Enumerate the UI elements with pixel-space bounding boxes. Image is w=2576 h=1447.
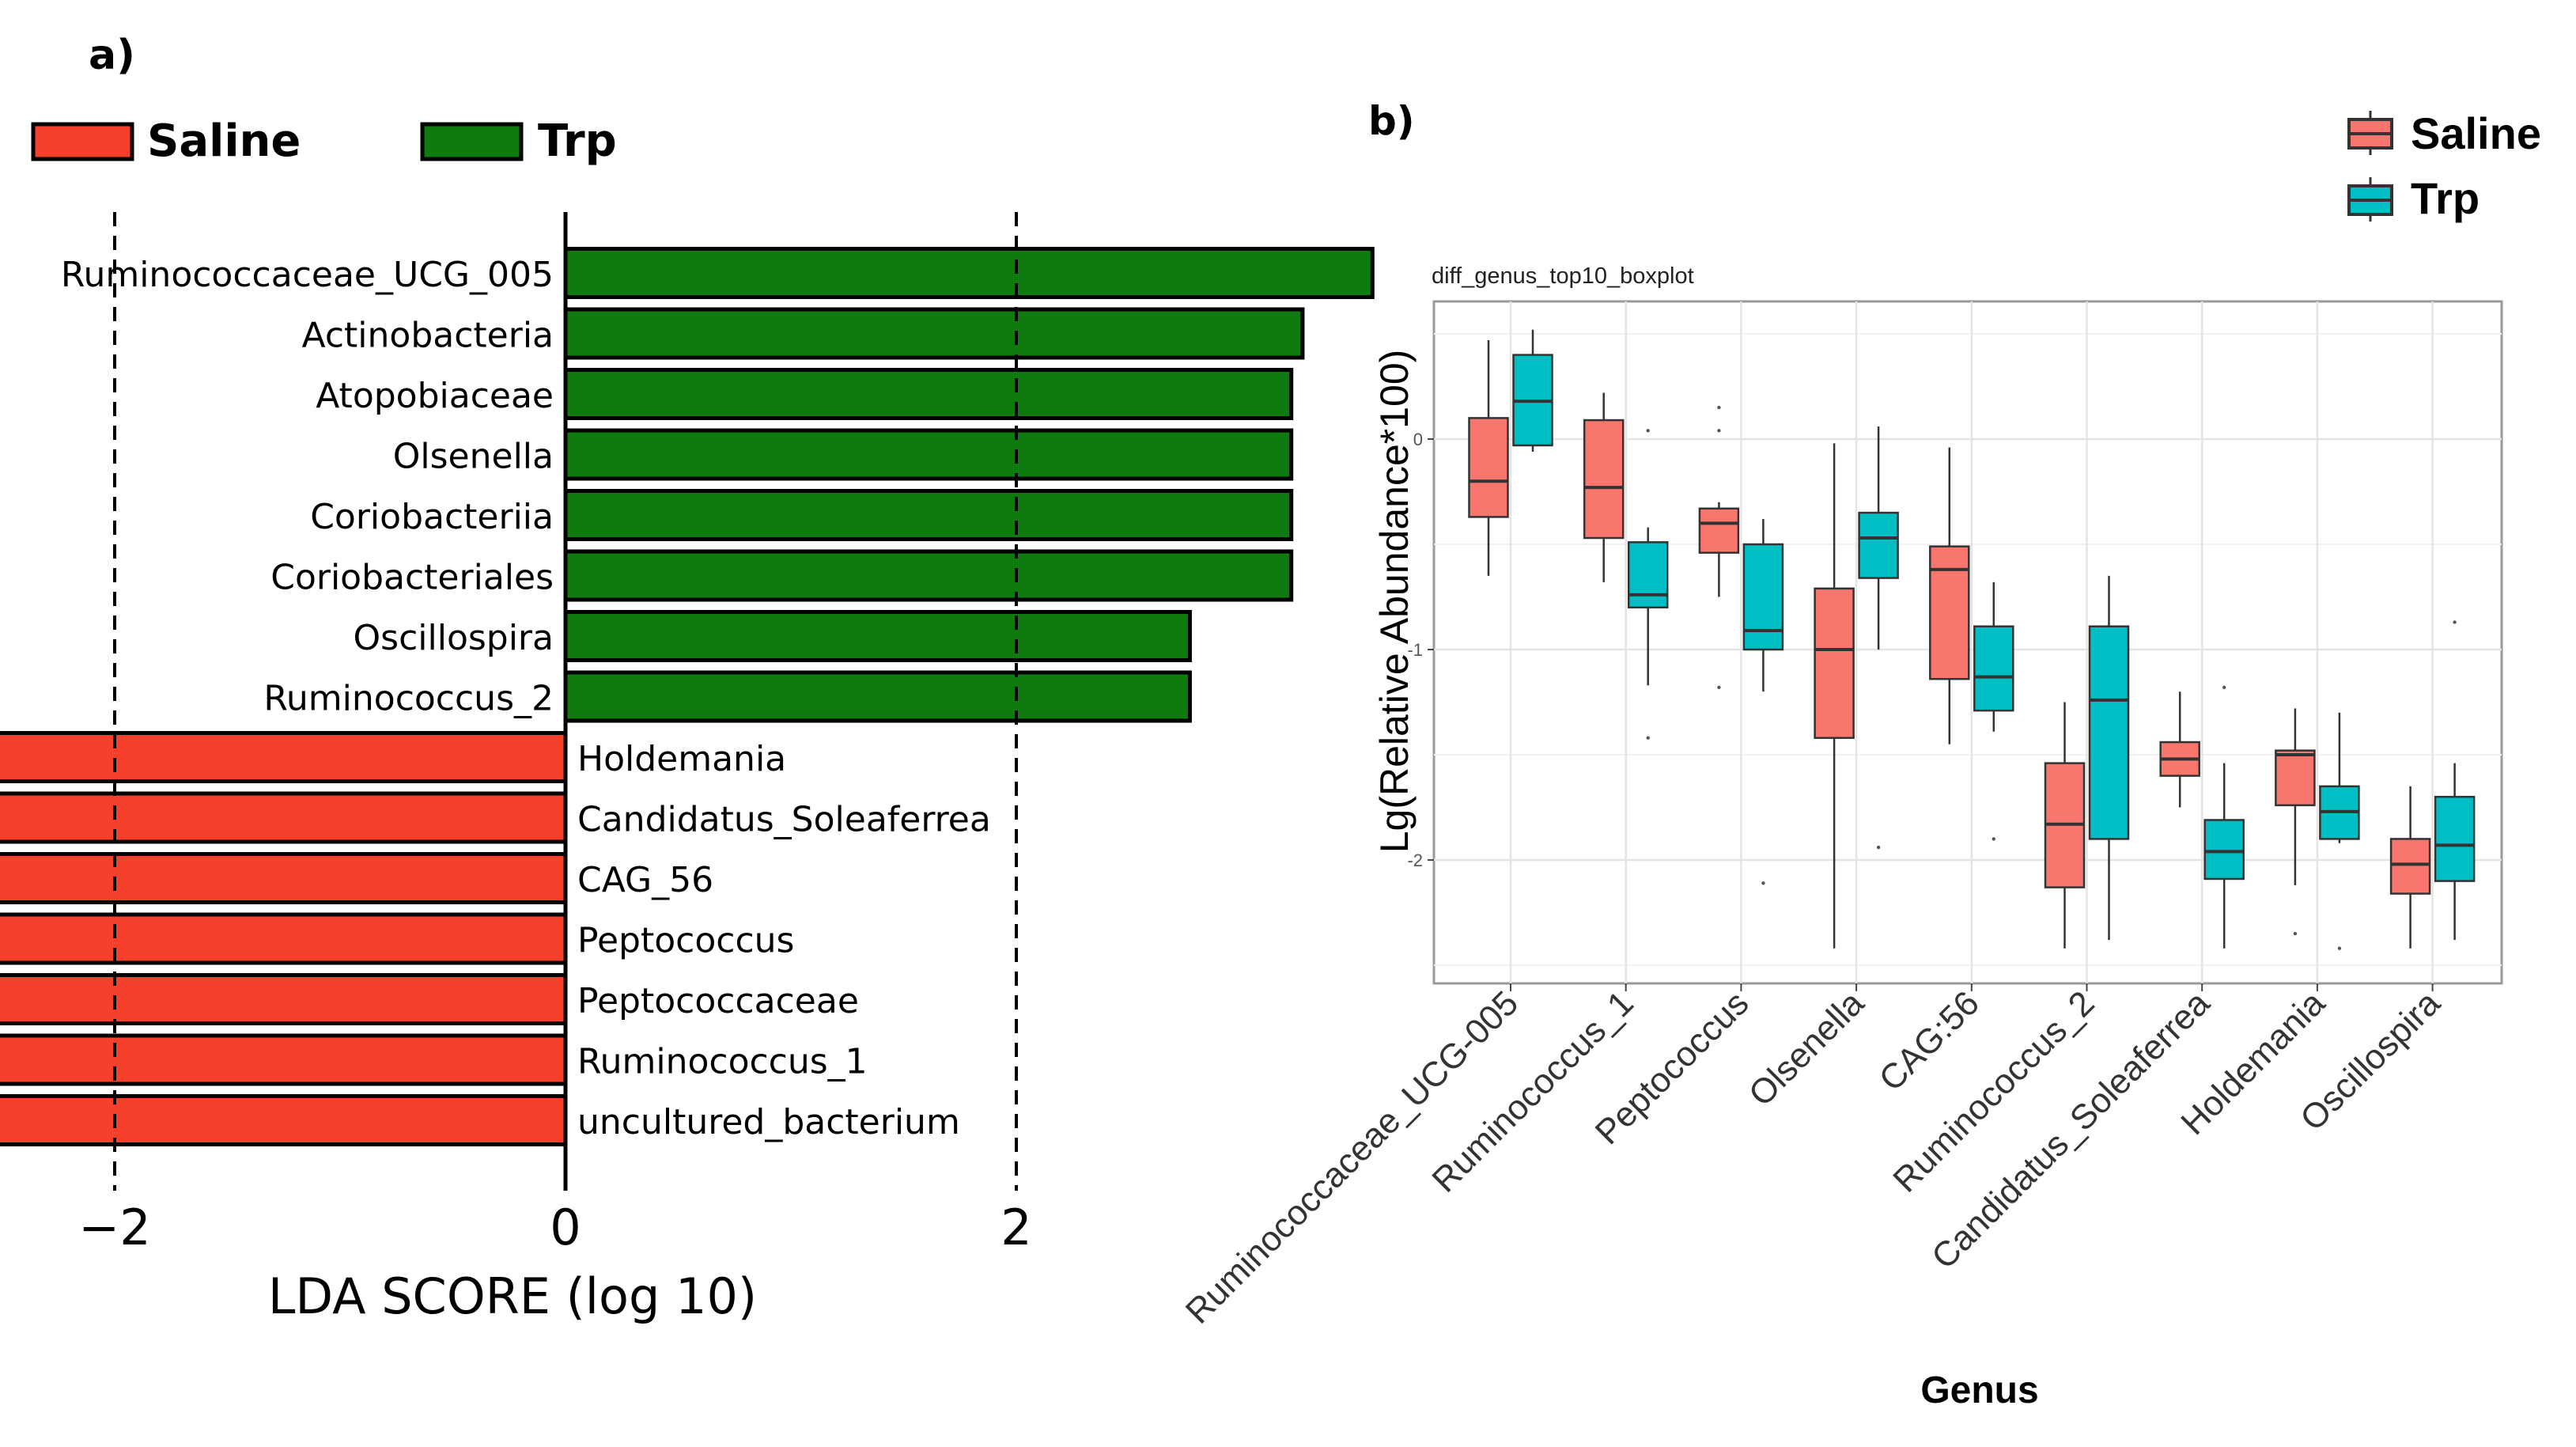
lda-category-label-ruminococcus-2: Ruminococcus_2: [263, 679, 554, 719]
box-saline-peptococcus: [1698, 507, 1740, 554]
panel-b-label: b): [1368, 98, 1415, 144]
lda-reference-lines: [113, 212, 1018, 1191]
lda-category-label-candidatus-soleaferrea: Candidatus_Soleaferrea: [577, 800, 991, 840]
outlier-trp-peptococcus-0: [1761, 881, 1765, 885]
lda-bars: [0, 247, 1375, 1146]
box-trp-oscillospira: [2434, 795, 2476, 882]
lda-category-label-ruminococcaceae-ucg-005: Ruminococcaceae_UCG_005: [61, 255, 554, 295]
outlier-trp-oscillospira-0: [2453, 620, 2457, 624]
outlier-trp-ruminococcus-1-1: [1646, 736, 1650, 740]
boxplot-y-tick-label-2: -2: [1407, 850, 1423, 870]
lda-bar-uncultured-bacterium: [0, 1094, 568, 1146]
box-trp-ruminococcus-1: [1627, 541, 1669, 609]
lda-bar-actinobacteria: [563, 307, 1305, 360]
legend-label-trp-box: Trp: [2411, 173, 2480, 223]
boxplot-x-tick-label-cag-56: CAG:56: [1872, 983, 1987, 1098]
box-saline-oscillospira: [2389, 838, 2431, 895]
boxplot-title: diff_genus_top10_boxplot: [1432, 263, 1694, 289]
lda-legend: Saline Trp: [31, 116, 617, 167]
boxplot-y-tick-label-0: 0: [1413, 430, 1423, 449]
boxplot-x-axis-title: Genus: [1920, 1369, 2038, 1411]
boxplot-y-tick-label-1: -1: [1407, 640, 1423, 660]
lda-category-label-ruminococcus-1: Ruminococcus_1: [577, 1042, 868, 1082]
box-saline-holdemania: [2275, 749, 2316, 807]
legend-label-trp: Trp: [538, 116, 617, 167]
box-saline-cag-56: [1929, 545, 1970, 680]
boxplot-x-axis: Ruminococcaceae_UCG-005Ruminococcus_1Pep…: [1178, 983, 2448, 1331]
outlier-trp-candidatus-soleaferrea-0: [2222, 685, 2226, 690]
legend-label-saline-box: Saline: [2411, 108, 2541, 158]
panel-b: b) Saline Trp diff_genus_top10_boxplot 0…: [1178, 98, 2541, 1411]
lda-x-tick-label-3: 2: [1001, 1199, 1031, 1256]
box-trp-peptococcus: [1742, 543, 1784, 651]
boxplot-y-axis: 0 -1 -2: [1407, 430, 1434, 870]
lda-bar-coriobacteriia: [563, 489, 1294, 541]
lda-category-label-actinobacteria: Actinobacteria: [302, 316, 554, 356]
panel-a: a) Saline Trp Ruminococcaceae_UCG_005 Act…: [0, 32, 1375, 1325]
lda-bar-peptococcus: [0, 912, 568, 965]
box-saline-ruminococcus-1: [1583, 419, 1625, 540]
lda-bar-ruminococcaceae-ucg-005: [563, 247, 1375, 299]
lda-bar-ruminococcus-2: [563, 670, 1192, 723]
boxplot-y-axis-title: Lg(Relative Abundance*100): [1372, 350, 1417, 854]
lda-category-label-coriobacteriales: Coriobacteriales: [270, 558, 554, 598]
lda-bar-ruminococcus-1: [0, 1033, 568, 1086]
lda-bar-candidatus-soleaferrea: [0, 791, 568, 844]
boxplot-x-tick-label-ruminococcus-1: Ruminococcus_1: [1424, 983, 1640, 1199]
lda-bar-holdemania: [0, 731, 568, 783]
lda-category-label-coriobacteriia: Coriobacteriia: [310, 497, 554, 537]
outlier-saline-peptococcus-2: [1717, 685, 1721, 690]
lda-category-label-holdemania: Holdemania: [577, 739, 786, 779]
box-trp-cag-56: [1973, 625, 2014, 712]
lda-x-axis-title: LDA SCORE (log 10): [268, 1267, 757, 1325]
lda-bar-coriobacteriales: [563, 549, 1294, 602]
panel-a-label: a): [89, 32, 135, 79]
lda-category-label-peptococcaceae: Peptococcaceae: [577, 981, 859, 1021]
lda-bar-cag-56: [0, 852, 568, 904]
lda-x-tick-label-1: −2: [78, 1199, 150, 1256]
lda-category-label-oscillospira: Oscillospira: [354, 618, 554, 658]
lda-category-labels: Ruminococcaceae_UCG_005 Actinobacteria Ato…: [61, 255, 991, 1142]
legend-swatch-trp: [420, 122, 524, 161]
lda-category-label-olsenella: Olsenella: [393, 437, 554, 477]
outlier-trp-cag-56-0: [1992, 837, 1995, 841]
boxplot-x-tick-label-olsenella: Olsenella: [1742, 983, 1872, 1114]
box-legend: Saline Trp: [2347, 108, 2541, 223]
outlier-saline-peptococcus-0: [1717, 405, 1721, 410]
lda-category-label-cag-56: CAG_56: [577, 860, 713, 900]
outlier-trp-ruminococcus-1-0: [1646, 429, 1650, 433]
box-trp-candidatus-soleaferrea: [2203, 819, 2245, 881]
boxplot-boxes: [1468, 329, 2476, 950]
legend-swatch-saline: [31, 122, 134, 161]
lda-category-label-uncultured-bacterium: uncultured_bacterium: [577, 1102, 960, 1142]
lda-category-label-peptococcus: Peptococcus: [577, 921, 794, 961]
box-saline-ruminococcaceae-ucg-005: [1468, 417, 1509, 518]
lda-bar-olsenella: [563, 428, 1294, 481]
box-trp-ruminococcus-2: [2088, 625, 2130, 840]
boxplot-x-tick-label-ruminococcus-2: Ruminococcus_2: [1886, 983, 2101, 1199]
lda-bar-peptococcaceae: [0, 973, 568, 1025]
lda-bar-oscillospira: [563, 610, 1192, 662]
outlier-trp-holdemania-0: [2337, 946, 2342, 950]
lda-category-label-atopobiaceae: Atopobiaceae: [316, 376, 554, 416]
outlier-saline-holdemania-0: [2293, 931, 2298, 936]
lda-x-tick-label-2: 0: [550, 1199, 581, 1256]
box-trp-olsenella: [1858, 511, 1899, 579]
outlier-saline-peptococcus-1: [1717, 429, 1721, 433]
box-saline-olsenella: [1814, 587, 1855, 739]
legend-label-saline: Saline: [147, 116, 301, 167]
lda-x-axis: −4−202: [78, 212, 1032, 1256]
outlier-trp-olsenella-0: [1876, 845, 1881, 850]
lda-bar-atopobiaceae: [563, 368, 1294, 420]
